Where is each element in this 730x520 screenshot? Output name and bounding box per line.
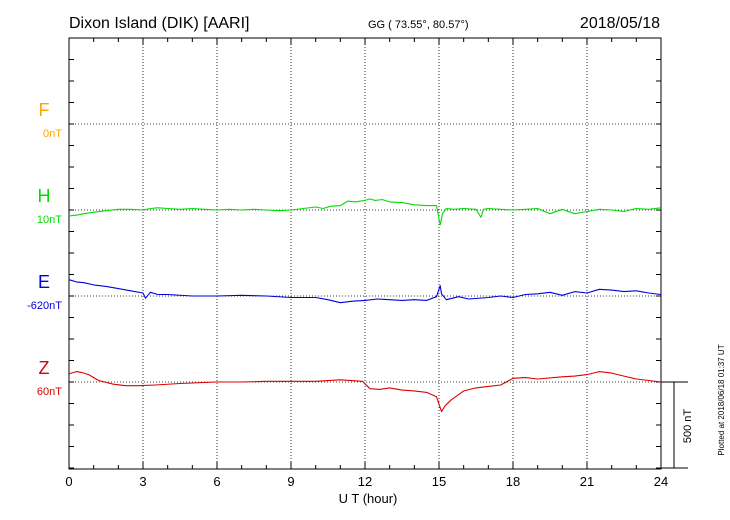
trace-E [68,279,662,304]
channel-baseline-label-F: 0nT [43,128,62,140]
x-tick-label-12: 12 [358,474,372,489]
plotted-timestamp: Plotted at 2018/06/18 01:37 UT [717,344,726,455]
x-tick-label-3: 3 [139,474,146,489]
channel-baseline-label-E: -620nT [27,300,62,312]
channel-baseline-label-H: 10nT [37,214,62,226]
x-tick-label-6: 6 [213,474,220,489]
trace-H [68,198,662,226]
channel-baseline-label-Z: 60nT [37,386,62,398]
x-tick-label-9: 9 [287,474,294,489]
channel-labels: F 0nT H 10nT E -620nT Z 60nT [27,100,62,398]
trace-Z [68,371,662,413]
scale-bar [661,381,688,469]
scale-bar-label: 500 nT [682,409,694,444]
x-tick-label-0: 0 [65,474,72,489]
x-tick-label-15: 15 [432,474,446,489]
x-tick-label-24: 24 [654,474,668,489]
x-axis-label: U T (hour) [339,491,398,506]
station-title: Dixon Island (DIK) [AARI] [69,15,250,32]
x-tick-label-21: 21 [580,474,594,489]
channel-label-E: E [38,272,50,292]
x-tick-labels: 0 3 6 9 12 15 18 21 24 [65,474,668,489]
channel-label-H: H [38,186,51,206]
date-label: 2018/05/18 [580,15,660,32]
channel-label-Z: Z [39,358,50,378]
channel-label-F: F [39,100,50,120]
grid-lines [69,38,661,469]
data-traces [68,198,662,413]
x-tick-label-18: 18 [506,474,520,489]
station-coordinates: GG ( 73.55°, 80.57°) [368,19,469,31]
